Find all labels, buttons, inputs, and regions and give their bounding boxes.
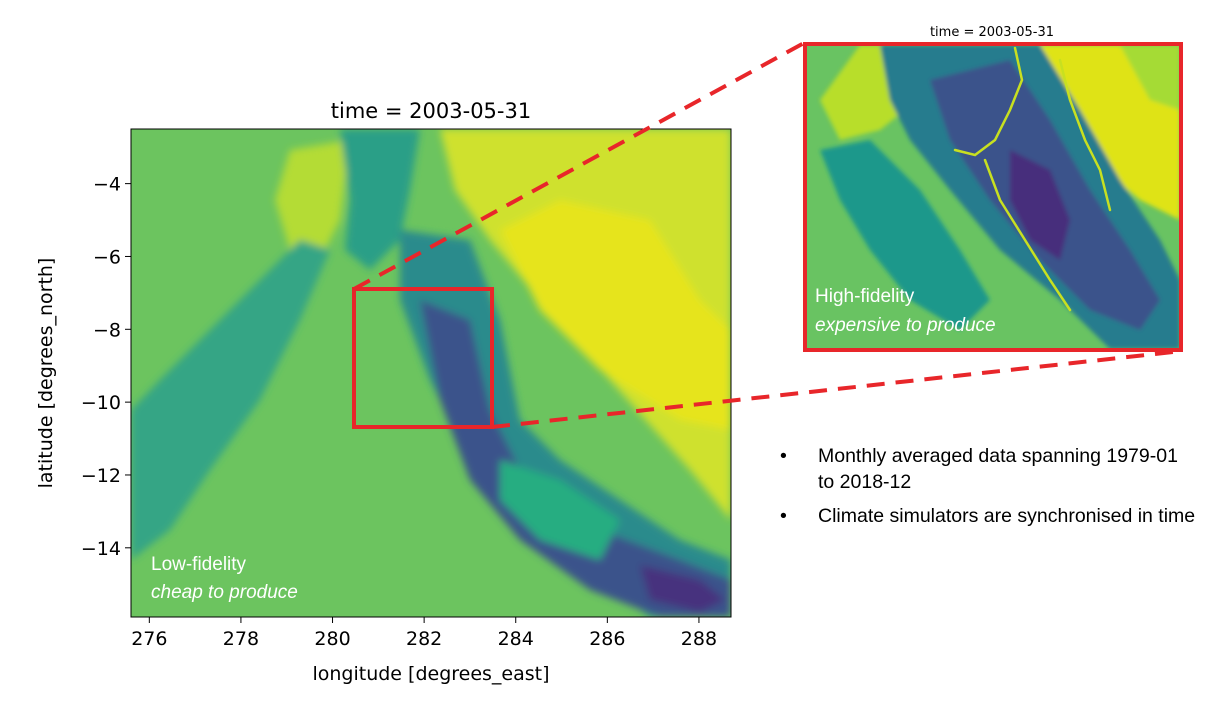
y-tick-label: −12 — [81, 465, 121, 487]
river-line — [953, 46, 1024, 157]
terrain-region — [131, 240, 330, 560]
x-axis-label: longitude [degrees_east] — [312, 663, 549, 685]
x-tick-label: 280 — [314, 628, 350, 650]
y-tick-label: −14 — [81, 538, 121, 560]
low-fi-terrain — [131, 129, 731, 617]
low-fi-heatmap — [131, 129, 731, 617]
x-tick-label: 276 — [131, 628, 167, 650]
terrain-region — [820, 140, 990, 330]
x-axis: 276 278 280 282 284 286 288 — [131, 617, 717, 650]
x-tick-label: 288 — [681, 628, 717, 650]
terrain-region — [640, 565, 725, 612]
river-line — [1058, 58, 1112, 212]
y-tick-label: −10 — [81, 392, 121, 414]
y-axis-label: latitude [degrees_north] — [35, 258, 57, 489]
high-fi-label: High-fidelity — [815, 286, 915, 307]
y-tick-label: −6 — [93, 246, 121, 268]
low-fi-label: Low-fidelity — [151, 554, 247, 575]
river-line — [983, 158, 1072, 312]
terrain-region — [1120, 45, 1180, 110]
low-fi-axes-frame — [130, 128, 732, 618]
x-tick-label: 284 — [498, 628, 534, 650]
high-fi-terrain — [820, 45, 1180, 349]
high-fi-rivers — [953, 46, 1112, 312]
terrain-region — [1010, 150, 1070, 260]
terrain-region — [500, 200, 731, 430]
y-tick-label: −8 — [93, 319, 121, 341]
low-fi-sublabel: cheap to produce — [151, 582, 298, 603]
x-tick-label: 278 — [223, 628, 259, 650]
zoom-box — [352, 287, 494, 429]
high-fi-heatmap — [806, 45, 1180, 349]
terrain-region — [500, 460, 620, 560]
x-tick-label: 282 — [406, 628, 442, 650]
y-tick-label: −4 — [93, 174, 121, 196]
bullet-item: Monthly averaged data spanning 1979-01 t… — [778, 444, 1198, 496]
high-fi-title: time = 2003-05-31 — [930, 25, 1054, 40]
info-bullets: Monthly averaged data spanning 1979-01 t… — [778, 444, 1198, 538]
bullet-item: Climate simulators are synchronised in t… — [778, 504, 1198, 530]
x-tick-label: 286 — [589, 628, 625, 650]
terrain-region — [400, 230, 731, 617]
low-fi-title: time = 2003-05-31 — [331, 99, 531, 123]
high-fi-sublabel: expensive to produce — [815, 315, 996, 336]
terrain-region — [275, 140, 350, 260]
high-fi-frame — [803, 42, 1183, 352]
y-axis: −4 −6 −8 −10 −12 −14 — [81, 174, 131, 560]
